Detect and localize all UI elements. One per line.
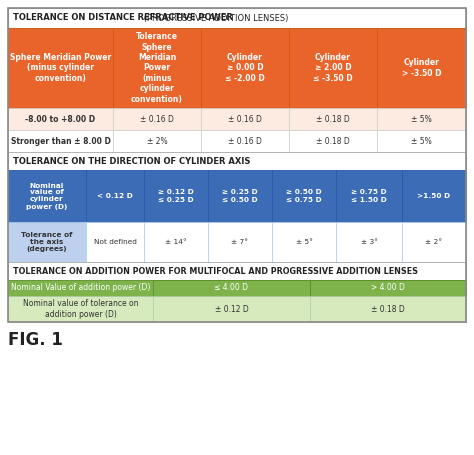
Bar [144, 222, 208, 262]
Bar [113, 28, 201, 108]
Text: Tolerance of
the axis
(degrees): Tolerance of the axis (degrees) [21, 232, 73, 252]
Text: ± 2°: ± 2° [426, 239, 443, 245]
Text: ± 0.18 D: ± 0.18 D [316, 115, 350, 123]
Bar [402, 222, 466, 262]
Text: Stronger than ± 8.00 D: Stronger than ± 8.00 D [10, 136, 110, 146]
Text: TOLERANCE ON ADDITION POWER FOR MULTIFOCAL AND PROGRESSIVE ADDITION LENSES: TOLERANCE ON ADDITION POWER FOR MULTIFOC… [13, 267, 418, 275]
Bar [377, 130, 466, 152]
Text: ≥ 0.50 D
≤ 0.75 D: ≥ 0.50 D ≤ 0.75 D [286, 189, 322, 202]
Text: ± 2%: ± 2% [146, 136, 167, 146]
Bar [86, 222, 144, 262]
Bar [113, 108, 201, 130]
Text: ± 14°: ± 14° [165, 239, 187, 245]
Bar [201, 108, 289, 130]
Bar [8, 170, 86, 222]
Text: > 4.00 D: > 4.00 D [371, 283, 405, 293]
Text: Cylinder
≥ 2.00 D
≤ -3.50 D: Cylinder ≥ 2.00 D ≤ -3.50 D [313, 53, 353, 83]
Bar [310, 280, 466, 296]
Bar [8, 28, 113, 108]
Text: Nominal value of tolerance on
addition power (D): Nominal value of tolerance on addition p… [23, 299, 138, 318]
Bar [153, 296, 310, 322]
Text: TOLERANCE ON THE DIRECTION OF CYLINDER AXIS: TOLERANCE ON THE DIRECTION OF CYLINDER A… [13, 157, 250, 166]
Text: ± 0.18 D: ± 0.18 D [371, 304, 405, 313]
Bar [377, 108, 466, 130]
Text: ± 0.18 D: ± 0.18 D [316, 136, 350, 146]
Text: ± 0.16 D: ± 0.16 D [140, 115, 174, 123]
Bar [8, 280, 466, 296]
Bar [8, 152, 466, 170]
Text: ± 7°: ± 7° [231, 239, 248, 245]
Text: ≥ 0.12 D
≤ 0.25 D: ≥ 0.12 D ≤ 0.25 D [158, 189, 194, 202]
Bar [86, 170, 144, 222]
Bar [201, 28, 289, 108]
Bar [201, 130, 289, 152]
Bar [336, 170, 402, 222]
Bar [402, 170, 466, 222]
Bar [8, 296, 153, 322]
Text: Not defined: Not defined [93, 239, 137, 245]
Bar [144, 170, 208, 222]
Text: ± 0.12 D: ± 0.12 D [215, 304, 248, 313]
Text: ≤ 4.00 D: ≤ 4.00 D [215, 283, 248, 293]
Text: Sphere Meridian Power
(minus cylinder
convention): Sphere Meridian Power (minus cylinder co… [10, 53, 111, 83]
Text: >1.50 D: >1.50 D [418, 193, 451, 199]
Text: ± 3°: ± 3° [361, 239, 377, 245]
Bar [153, 280, 310, 296]
Bar [113, 130, 201, 152]
Text: (PROGRESSIVE ADDITION LENSES): (PROGRESSIVE ADDITION LENSES) [141, 14, 289, 22]
Text: Nominal
value of
cylinder
power (D): Nominal value of cylinder power (D) [27, 182, 68, 209]
Bar [272, 222, 336, 262]
Text: ± 5%: ± 5% [411, 115, 432, 123]
Bar [272, 170, 336, 222]
Bar [8, 8, 466, 28]
Text: Nominal Value of addition power (D): Nominal Value of addition power (D) [11, 283, 150, 293]
Bar [208, 170, 272, 222]
Text: ± 0.16 D: ± 0.16 D [228, 136, 262, 146]
Text: ± 5°: ± 5° [296, 239, 312, 245]
Text: FIG. 1: FIG. 1 [8, 331, 63, 349]
Text: Cylinder
≥ 0.00 D
≤ -2.00 D: Cylinder ≥ 0.00 D ≤ -2.00 D [225, 53, 265, 83]
Bar [336, 222, 402, 262]
Text: Tolerance
Sphere
Meridian
Power
(minus
cylinder
convention): Tolerance Sphere Meridian Power (minus c… [131, 32, 183, 104]
Text: ± 0.16 D: ± 0.16 D [228, 115, 262, 123]
Bar [289, 130, 377, 152]
Bar [8, 222, 86, 262]
Bar [289, 108, 377, 130]
Bar [8, 262, 466, 280]
Bar [289, 28, 377, 108]
Bar [8, 8, 466, 322]
Text: Cylinder
> -3.50 D: Cylinder > -3.50 D [402, 58, 441, 78]
Bar [8, 108, 113, 130]
Text: -8.00 to +8.00 D: -8.00 to +8.00 D [26, 115, 96, 123]
Bar [310, 296, 466, 322]
Text: ≥ 0.25 D
≤ 0.50 D: ≥ 0.25 D ≤ 0.50 D [222, 189, 258, 202]
Text: < 0.12 D: < 0.12 D [97, 193, 133, 199]
Bar [377, 28, 466, 108]
Bar [208, 222, 272, 262]
Text: ± 5%: ± 5% [411, 136, 432, 146]
Bar [8, 130, 113, 152]
Text: TOLERANCE ON DISTANCE REFRACTIVE POWER: TOLERANCE ON DISTANCE REFRACTIVE POWER [13, 14, 233, 22]
Text: ≥ 0.75 D
≤ 1.50 D: ≥ 0.75 D ≤ 1.50 D [351, 189, 387, 202]
